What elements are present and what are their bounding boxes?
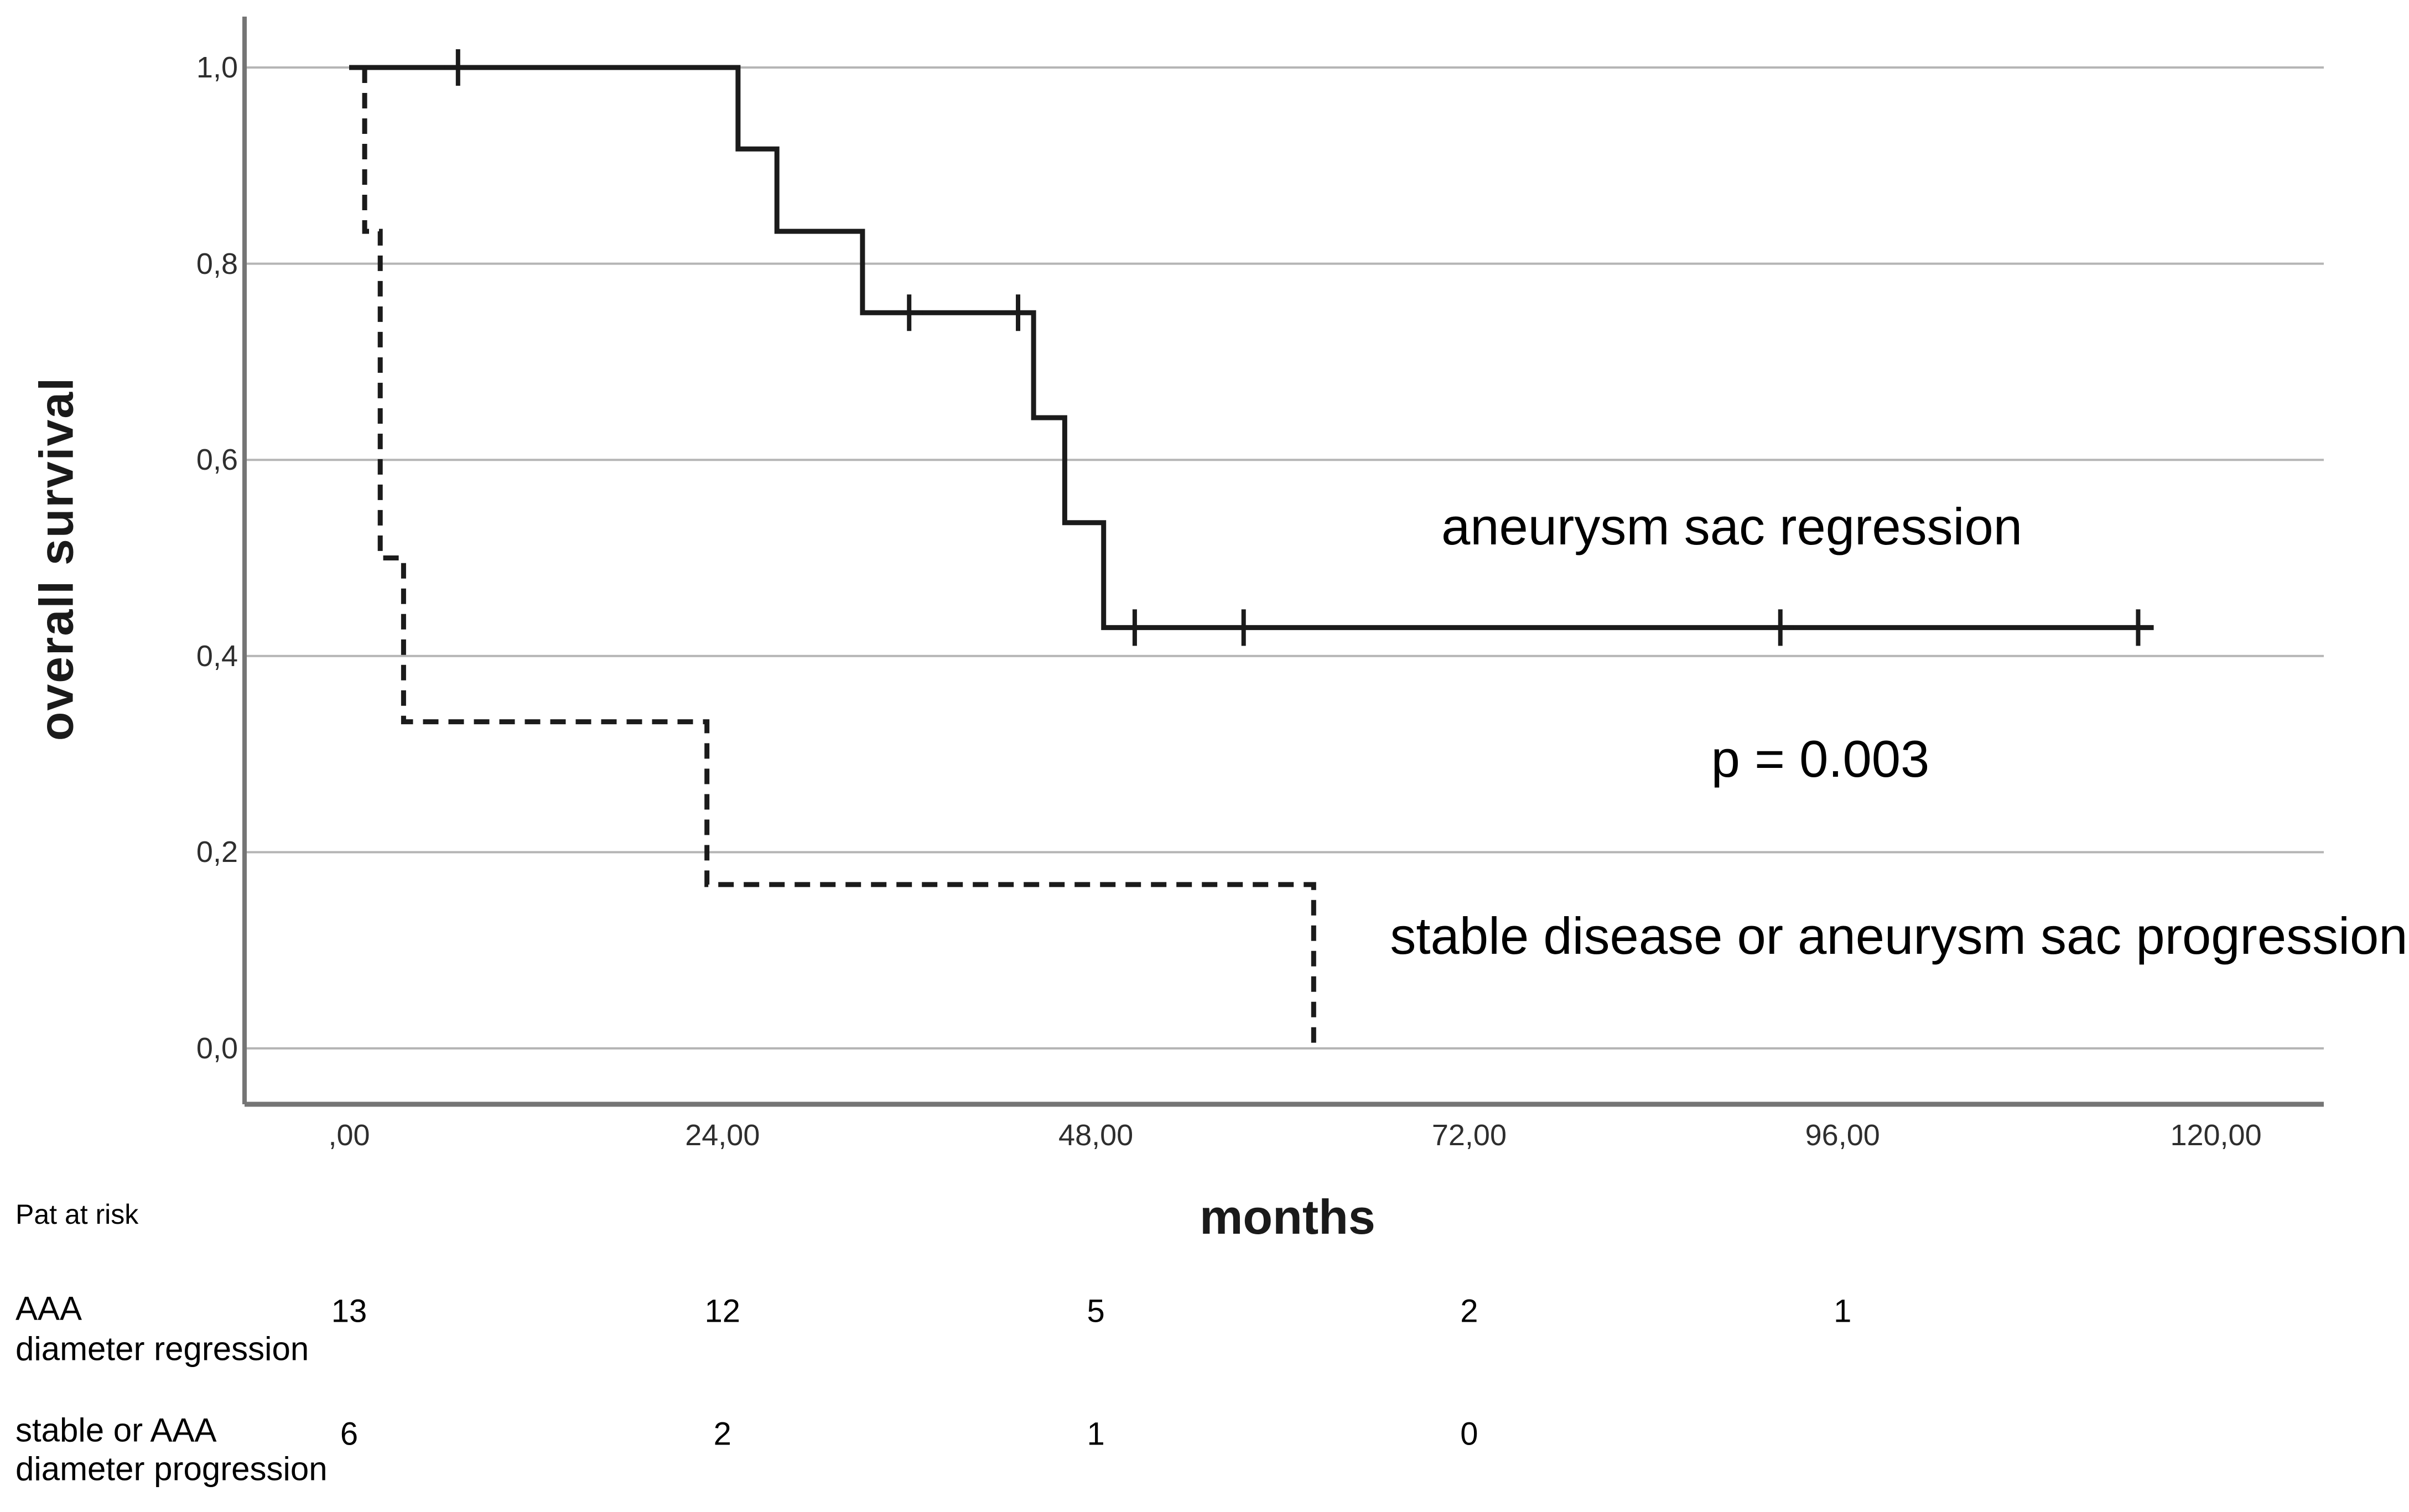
y-tick-label: 1,0	[196, 51, 238, 84]
risk-count: 1	[1834, 1293, 1852, 1329]
x-tick-label: ,00	[328, 1119, 370, 1152]
risk-count: 2	[713, 1416, 731, 1452]
risk-row2-label-line1: stable or AAA	[15, 1411, 217, 1449]
y-axis-title: overall survival	[30, 376, 84, 741]
risk-count: 0	[1460, 1416, 1478, 1452]
risk-count: 2	[1460, 1293, 1478, 1329]
risk-row1-label-line1: AAA	[15, 1290, 82, 1327]
annotation-dashed-series: stable disease or aneurysm sac progressi…	[1390, 907, 2408, 965]
survival-curve-solid	[349, 65, 2154, 630]
risk-count: 5	[1087, 1293, 1105, 1329]
y-tick-label: 0,0	[196, 1032, 238, 1065]
y-tick-label: 0,8	[196, 247, 238, 280]
survival-curve-dashed	[362, 67, 1316, 1048]
annotation-solid-series: aneurysm sac regression	[1441, 497, 2023, 555]
y-tick-label: 0,6	[196, 443, 238, 477]
risk-table-title: Pat at risk	[15, 1199, 139, 1230]
risk-row1-label-line2: diameter regression	[15, 1330, 309, 1368]
y-tick-label: 0,4	[196, 639, 238, 673]
x-tick-label: 120,00	[2170, 1119, 2262, 1152]
y-tick-label: 0,2	[196, 835, 238, 869]
x-tick-label: 48,00	[1058, 1119, 1134, 1152]
x-tick-label: 24,00	[685, 1119, 760, 1152]
risk-count: 13	[331, 1293, 367, 1329]
risk-count: 6	[340, 1416, 359, 1452]
x-tick-label: 72,00	[1431, 1119, 1507, 1152]
annotation-p-value: p = 0.003	[1711, 730, 1930, 788]
risk-count: 12	[704, 1293, 741, 1329]
risk-count: 1	[1087, 1416, 1105, 1452]
risk-row2-label-line2: diameter progression	[15, 1450, 328, 1488]
x-tick-label: 96,00	[1805, 1119, 1880, 1152]
x-axis-title: months	[1200, 1189, 1375, 1244]
